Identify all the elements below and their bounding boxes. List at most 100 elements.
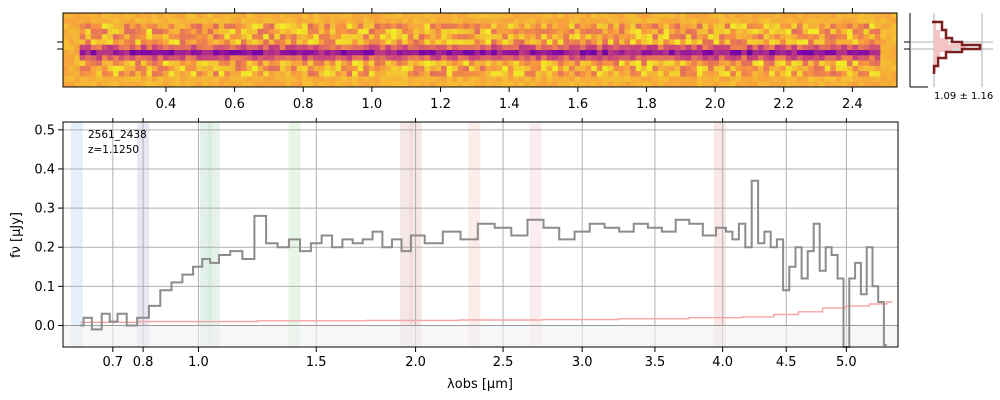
heatmap-cell [863, 76, 870, 83]
heatmap-cell [591, 28, 598, 35]
heatmap-cell [819, 55, 826, 61]
heatmap-cell [157, 65, 164, 72]
heatmap-cell [324, 28, 331, 35]
heatmap-cell [179, 71, 186, 77]
heatmap-cell [541, 44, 548, 51]
heatmap-cell [758, 50, 764, 56]
heatmap-cell [140, 50, 147, 56]
heatmap-cell [135, 34, 142, 40]
heatmap-cell [385, 18, 392, 24]
heatmap-cell [446, 60, 453, 67]
heatmap-cell [441, 81, 447, 88]
heatmap-cell [780, 60, 787, 67]
heatmap-cell [802, 44, 809, 51]
heatmap-cell [680, 44, 687, 51]
heatmap-cell [357, 39, 364, 46]
heatmap-cell [190, 65, 197, 72]
heatmap-cell [724, 28, 731, 35]
heatmap-cell [218, 39, 225, 46]
heatmap-cell [468, 50, 475, 56]
heatmap-cell [707, 76, 714, 83]
heatmap-cell [124, 50, 131, 56]
heatmap-cell [663, 76, 670, 83]
heatmap-cell [302, 60, 308, 67]
heatmap-cell [808, 50, 814, 56]
heatmap-cell [607, 13, 614, 19]
heatmap-cell [663, 60, 670, 67]
heatmap-cell [835, 71, 842, 77]
heatmap-cell [657, 55, 664, 61]
zero-shade [63, 325, 898, 347]
heatmap-cell [724, 39, 731, 46]
heatmap-cell [224, 23, 231, 30]
heatmap-cell [101, 13, 108, 19]
heatmap-cell [341, 76, 347, 83]
heatmap-cell [224, 39, 231, 46]
heatmap-cell [574, 55, 581, 61]
heatmap-cell [713, 39, 720, 46]
heatmap-cell [657, 76, 664, 83]
heatmap-cell [352, 18, 358, 24]
heatmap-cell [480, 55, 486, 61]
heatmap-cell [107, 18, 114, 24]
heatmap-cell [396, 23, 403, 30]
heatmap-cell [157, 44, 164, 51]
heatmap-cell [680, 81, 687, 88]
heatmap-cell [463, 23, 470, 30]
heatmap-cell [207, 76, 214, 83]
heatmap-cell [824, 50, 831, 56]
heatmap-cell [546, 55, 553, 61]
heatmap-cell [63, 23, 69, 30]
heatmap-cell [858, 81, 864, 88]
heatmap-cell [302, 50, 308, 56]
heatmap-cell [752, 18, 759, 24]
heatmap-cell [663, 34, 670, 40]
heatmap-cell [407, 81, 414, 88]
heatmap-cell [841, 28, 848, 35]
heatmap-cell [752, 65, 759, 72]
heatmap-cell [557, 23, 564, 30]
heatmap-cell [585, 13, 592, 19]
heatmap-cell [630, 28, 636, 35]
heatmap-cell [124, 76, 131, 83]
heatmap-cell [229, 55, 236, 61]
heatmap-cell [796, 44, 803, 51]
heatmap-cell [880, 18, 887, 24]
heatmap-cell [196, 55, 203, 61]
heatmap-cell [179, 44, 186, 51]
heatmap-cell [669, 23, 675, 30]
heatmap-cell [429, 13, 436, 19]
heatmap-cell [402, 18, 409, 24]
heatmap-cell [602, 39, 609, 46]
heatmap-cell [513, 18, 520, 24]
heatmap-cell [302, 55, 308, 61]
heatmap-cell [657, 23, 664, 30]
heatmap-cell [151, 44, 158, 51]
heatmap-cell [535, 60, 542, 67]
heatmap-cell [124, 81, 131, 88]
heatmap-cell [341, 34, 347, 40]
heatmap-cell [146, 65, 153, 72]
heatmap-cell [452, 76, 459, 83]
heatmap-cell [413, 18, 420, 24]
heatmap-cell [429, 60, 436, 67]
heatmap-cell [635, 18, 642, 24]
heatmap-cell [852, 50, 859, 56]
heatmap-cell [68, 34, 75, 40]
heatmap-cell [763, 23, 770, 30]
heatmap-cell [240, 65, 247, 72]
heatmap-cell [196, 34, 203, 40]
heatmap-cell [391, 50, 397, 56]
heatmap-cell [730, 18, 737, 24]
heatmap-cell [196, 18, 203, 24]
heatmap-cell [874, 13, 881, 19]
heatmap-cell [290, 23, 297, 30]
heatmap-cell [702, 65, 709, 72]
heatmap-cell [335, 76, 342, 83]
heatmap-cell [780, 65, 787, 72]
heatmap-cell [641, 39, 648, 46]
heatmap-cell [341, 28, 347, 35]
heatmap-cell [90, 76, 97, 83]
heatmap-cell [329, 81, 336, 88]
heatmap-cell [240, 39, 247, 46]
